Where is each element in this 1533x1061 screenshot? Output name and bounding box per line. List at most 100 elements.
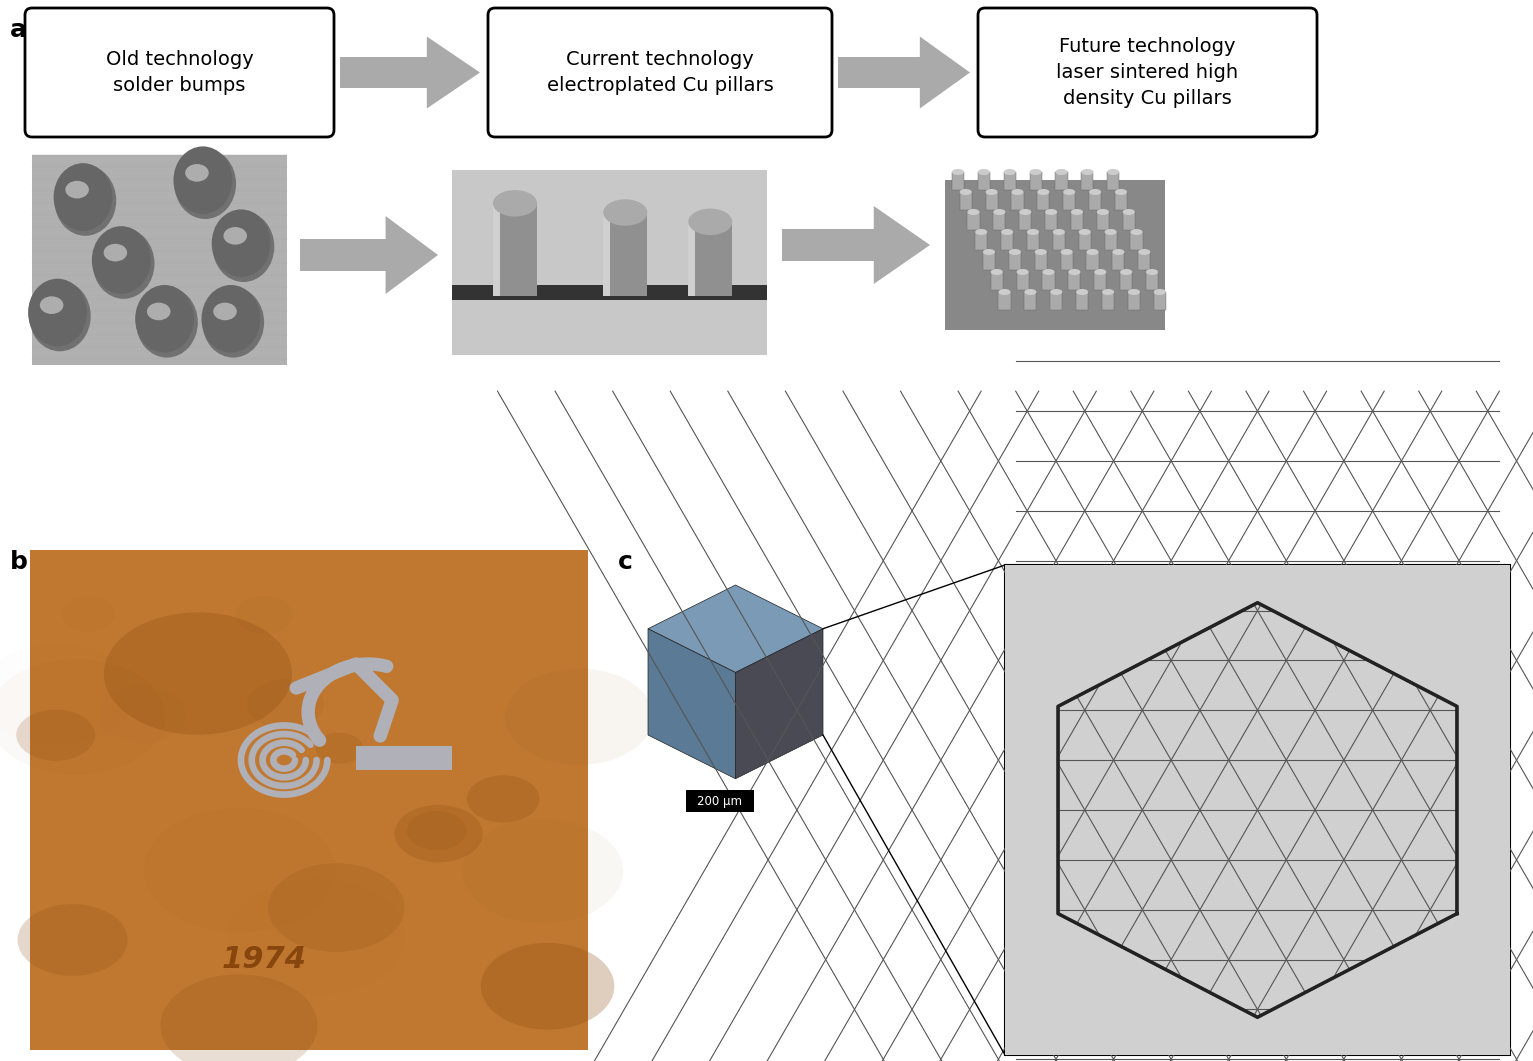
Bar [967, 212, 980, 230]
FancyBboxPatch shape [487, 8, 832, 137]
Text: Old technology
solder bumps: Old technology solder bumps [106, 50, 253, 95]
Ellipse shape [1038, 189, 1050, 195]
Bar [300, 239, 386, 272]
Bar [1079, 232, 1091, 250]
Ellipse shape [175, 149, 236, 219]
Bar [993, 212, 1006, 230]
Bar [1004, 172, 1016, 190]
Ellipse shape [201, 285, 261, 352]
Bar [452, 284, 766, 299]
Ellipse shape [1009, 249, 1021, 255]
Ellipse shape [173, 146, 233, 214]
Bar [1072, 212, 1082, 230]
Ellipse shape [602, 199, 647, 226]
Ellipse shape [1027, 229, 1039, 236]
Ellipse shape [136, 288, 198, 358]
Ellipse shape [1088, 189, 1101, 195]
Bar [1105, 232, 1116, 250]
Ellipse shape [1064, 189, 1075, 195]
Ellipse shape [1061, 249, 1073, 255]
Bar [1102, 292, 1114, 310]
Ellipse shape [247, 679, 323, 729]
Ellipse shape [1114, 189, 1127, 195]
Ellipse shape [185, 164, 208, 181]
Polygon shape [648, 629, 736, 779]
Ellipse shape [66, 180, 89, 198]
Bar [494, 204, 537, 296]
Bar [31, 550, 589, 1050]
Bar [1113, 253, 1125, 269]
Ellipse shape [990, 269, 1003, 275]
Bar [1009, 253, 1021, 269]
Ellipse shape [17, 904, 127, 976]
Polygon shape [386, 216, 438, 294]
Bar [952, 172, 964, 190]
Bar [1088, 192, 1101, 210]
Bar [1064, 192, 1075, 210]
Ellipse shape [92, 226, 150, 294]
Polygon shape [920, 36, 970, 108]
Ellipse shape [55, 166, 117, 236]
Bar [839, 57, 920, 88]
Bar [1006, 566, 1510, 1055]
Ellipse shape [1012, 189, 1024, 195]
Ellipse shape [1050, 289, 1062, 295]
Text: 200 μm: 200 μm [698, 795, 742, 807]
Bar [1081, 172, 1093, 190]
Bar [1137, 253, 1150, 269]
Bar [1038, 192, 1050, 210]
Bar [1019, 212, 1032, 230]
Ellipse shape [975, 229, 987, 236]
Ellipse shape [147, 302, 170, 320]
Polygon shape [648, 585, 823, 673]
Bar [1042, 272, 1055, 290]
Ellipse shape [1128, 289, 1141, 295]
Bar [1055, 172, 1067, 190]
Bar [685, 790, 754, 812]
Ellipse shape [92, 228, 155, 299]
Bar [356, 746, 452, 769]
FancyBboxPatch shape [25, 8, 334, 137]
Polygon shape [874, 206, 931, 284]
Bar [1024, 292, 1036, 310]
Ellipse shape [268, 864, 405, 952]
Ellipse shape [506, 668, 653, 765]
Ellipse shape [1076, 289, 1088, 295]
Ellipse shape [1079, 229, 1091, 236]
Bar [32, 155, 287, 365]
Ellipse shape [1004, 169, 1016, 175]
Bar [944, 180, 1165, 330]
Ellipse shape [406, 811, 466, 850]
Ellipse shape [1107, 169, 1119, 175]
Bar [1122, 212, 1134, 230]
Text: c: c [618, 550, 633, 574]
Bar [978, 172, 990, 190]
Ellipse shape [1095, 269, 1107, 275]
Ellipse shape [202, 288, 264, 358]
Bar [1035, 253, 1047, 269]
Ellipse shape [1001, 229, 1013, 236]
Bar [618, 550, 1513, 1050]
Ellipse shape [1102, 289, 1114, 295]
Bar [340, 57, 426, 88]
Bar [975, 232, 987, 250]
Bar [1096, 212, 1108, 230]
Bar [1076, 292, 1088, 310]
Ellipse shape [104, 612, 293, 734]
Bar [1121, 272, 1133, 290]
Bar [1069, 272, 1081, 290]
Ellipse shape [494, 190, 537, 216]
Ellipse shape [1046, 209, 1058, 215]
Ellipse shape [224, 227, 247, 245]
Bar [1050, 292, 1062, 310]
Ellipse shape [212, 209, 270, 277]
Ellipse shape [1081, 169, 1093, 175]
Ellipse shape [1147, 269, 1157, 275]
Ellipse shape [104, 244, 127, 261]
Ellipse shape [1024, 289, 1036, 295]
Ellipse shape [213, 211, 274, 282]
Bar [1095, 272, 1107, 290]
Bar [494, 204, 500, 296]
Bar [1046, 212, 1058, 230]
Bar [782, 228, 874, 261]
